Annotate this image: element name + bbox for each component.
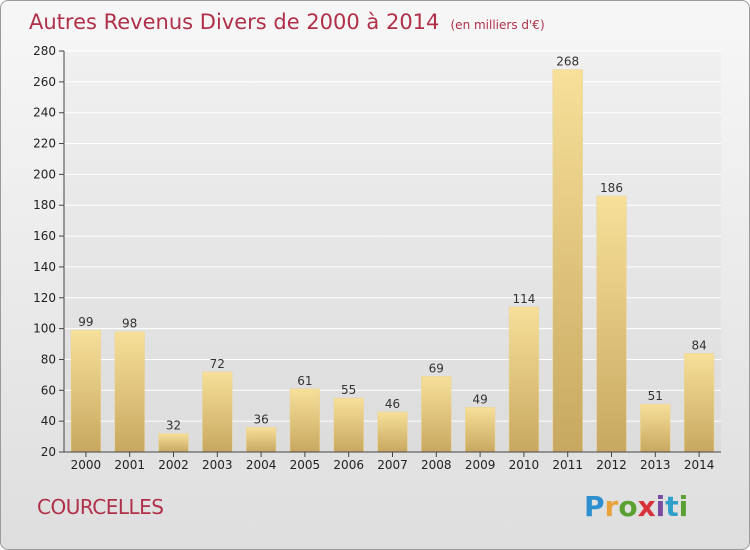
bar-2010 — [508, 306, 540, 453]
y-tick-label: 160 — [33, 229, 56, 243]
bar-2014 — [683, 353, 715, 453]
bar-2012 — [596, 195, 627, 453]
y-tick-label: 60 — [41, 383, 56, 397]
bar-2000 — [70, 329, 102, 453]
y-tick-label: 100 — [33, 322, 56, 336]
data-label-2003: 72 — [210, 357, 225, 371]
x-tick-label: 2002 — [158, 458, 189, 472]
x-tick-label: 2010 — [509, 458, 540, 472]
data-label-2001: 98 — [122, 317, 137, 331]
x-tick-label: 2011 — [552, 458, 583, 472]
data-label-2000: 99 — [78, 315, 93, 329]
y-tick-label: 260 — [33, 75, 56, 89]
data-label-2006: 55 — [341, 383, 356, 397]
x-tick-label: 2009 — [465, 458, 496, 472]
bar-2013 — [640, 403, 671, 453]
proxiti-logo[interactable]: Proxiti — [584, 490, 689, 523]
bar-2007 — [377, 411, 408, 453]
chart-title: Autres Revenus Divers de 2000 à 2014 (en… — [29, 10, 545, 34]
x-tick-label: 2004 — [246, 458, 277, 472]
x-tick-label: 2001 — [114, 458, 145, 472]
y-tick-label: 80 — [41, 352, 56, 366]
data-label-2004: 36 — [253, 412, 268, 426]
bar-2002 — [158, 433, 189, 453]
commune-name: COURCELLES — [37, 495, 164, 519]
bar-2003 — [202, 371, 233, 453]
bar-2004 — [245, 427, 277, 453]
y-tick-label: 200 — [33, 167, 56, 181]
bar-2005 — [289, 388, 321, 453]
y-tick-label: 20 — [41, 445, 56, 459]
x-tick-label: 2013 — [640, 458, 671, 472]
chart-subtitle: (en milliers d'€) — [450, 18, 545, 32]
data-label-2012: 186 — [600, 181, 623, 195]
chart-title-main: Autres Revenus Divers de 2000 à 2014 — [29, 10, 440, 34]
bar-2009 — [464, 407, 496, 453]
y-tick-label: 240 — [33, 106, 56, 120]
x-tick-label: 2007 — [377, 458, 408, 472]
bar-2011 — [552, 69, 583, 453]
x-tick-label: 2000 — [71, 458, 102, 472]
data-label-2014: 84 — [691, 338, 706, 352]
y-tick-label: 40 — [41, 414, 56, 428]
x-tick-label: 2008 — [421, 458, 452, 472]
y-tick-label: 120 — [33, 291, 56, 305]
data-label-2008: 69 — [429, 361, 444, 375]
x-tick-label: 2012 — [596, 458, 627, 472]
data-label-2005: 61 — [297, 374, 312, 388]
y-tick-label: 180 — [33, 198, 56, 212]
x-tick-label: 2006 — [333, 458, 364, 472]
data-label-2009: 49 — [472, 392, 487, 406]
data-label-2011: 268 — [556, 55, 579, 69]
y-tick-label: 220 — [33, 137, 56, 151]
bar-2008 — [421, 376, 452, 453]
data-label-2010: 114 — [512, 292, 535, 306]
y-tick-label: 140 — [33, 260, 56, 274]
data-label-2007: 46 — [385, 397, 400, 411]
data-label-2002: 32 — [166, 418, 181, 432]
x-tick-label: 2003 — [202, 458, 233, 472]
bar-2006 — [333, 397, 364, 453]
x-tick-label: 2014 — [684, 458, 715, 472]
x-tick-label: 2005 — [290, 458, 321, 472]
data-label-2013: 51 — [648, 389, 663, 403]
bar-2001 — [114, 331, 145, 453]
y-tick-label: 280 — [33, 44, 56, 58]
